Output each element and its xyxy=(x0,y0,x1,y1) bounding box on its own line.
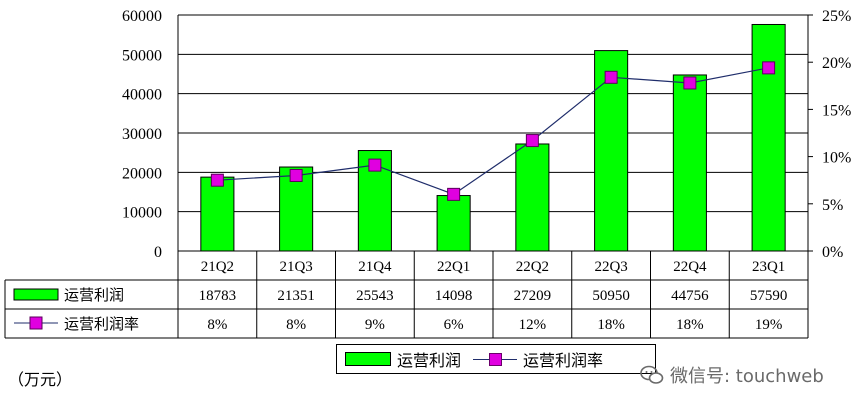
data-label: 14098 xyxy=(435,288,473,304)
line-marker xyxy=(762,61,776,75)
legend-bar-swatch xyxy=(345,352,391,366)
data-label: 57590 xyxy=(750,288,788,304)
table-row2-label: 运营利润率 xyxy=(64,315,139,333)
bar xyxy=(672,74,707,252)
x-tick-label: 21Q3 xyxy=(279,259,312,275)
watermark-text: 微信号: touchweb xyxy=(670,366,824,387)
data-label: 19% xyxy=(755,317,783,333)
bar xyxy=(436,195,471,252)
data-label: 18783 xyxy=(199,288,237,304)
legend-item-bar: 运营利润 xyxy=(337,347,461,371)
unit-label: （万元） xyxy=(8,370,73,389)
table-row1-label: 运营利润 xyxy=(64,286,124,304)
x-tick-label: 22Q2 xyxy=(516,259,549,275)
y-right-tick-label: 10% xyxy=(822,150,851,167)
data-label: 44756 xyxy=(671,288,709,304)
table-marker-swatch xyxy=(29,316,43,330)
bar xyxy=(751,23,786,252)
data-label: 21351 xyxy=(277,288,315,304)
data-label: 8% xyxy=(286,317,306,333)
bar xyxy=(515,143,550,252)
line-marker xyxy=(447,187,461,201)
x-tick-label: 22Q1 xyxy=(437,259,470,275)
line-marker xyxy=(368,158,382,172)
y-right-tick-label: 0% xyxy=(822,244,843,261)
y-left-tick-label: 60000 xyxy=(122,8,162,25)
legend-marker xyxy=(489,353,503,366)
x-tick-label: 23Q1 xyxy=(752,259,785,275)
line-marker xyxy=(604,70,618,84)
y-left-tick-label: 40000 xyxy=(122,87,162,104)
data-label: 18% xyxy=(597,317,625,333)
x-tick-label: 21Q4 xyxy=(358,259,392,275)
data-label: 12% xyxy=(519,317,547,333)
legend-item-line: 运营利润率 xyxy=(461,347,603,371)
data-label: 9% xyxy=(365,317,385,333)
y-right-tick-label: 15% xyxy=(822,102,851,119)
x-tick-label: 22Q3 xyxy=(594,259,627,275)
table-bar-swatch xyxy=(13,288,59,301)
y-left-tick-label: 0 xyxy=(154,244,162,261)
data-label: 8% xyxy=(207,317,227,333)
y-left-tick-label: 20000 xyxy=(122,165,162,182)
line-marker xyxy=(525,134,539,148)
line-marker xyxy=(289,168,303,182)
y-left-tick-label: 30000 xyxy=(122,126,162,143)
line-marker xyxy=(210,173,224,187)
watermark: 微信号: touchweb xyxy=(640,362,824,388)
bar xyxy=(357,150,392,252)
data-label: 18% xyxy=(676,317,704,333)
y-right-tick-label: 20% xyxy=(822,55,851,72)
bar xyxy=(200,176,235,252)
legend: 运营利润 运营利润率 xyxy=(336,344,656,374)
data-label: 25543 xyxy=(356,288,394,304)
data-label: 6% xyxy=(444,317,464,333)
y-right-tick-label: 25% xyxy=(822,8,851,25)
legend-line-swatch xyxy=(473,352,518,366)
data-label: 27209 xyxy=(514,288,552,304)
data-label: 50950 xyxy=(592,288,630,304)
y-right-tick-label: 5% xyxy=(822,197,843,214)
line-series xyxy=(217,67,769,196)
legend-line-label: 运营利润率 xyxy=(523,351,604,370)
line-marker xyxy=(683,76,697,90)
wechat-icon xyxy=(640,365,664,384)
x-tick-label: 22Q4 xyxy=(673,259,707,275)
x-tick-label: 21Q2 xyxy=(201,259,234,275)
y-left-tick-label: 50000 xyxy=(122,47,162,64)
y-left-tick-label: 10000 xyxy=(122,205,162,222)
legend-bar-label: 运营利润 xyxy=(397,351,462,370)
